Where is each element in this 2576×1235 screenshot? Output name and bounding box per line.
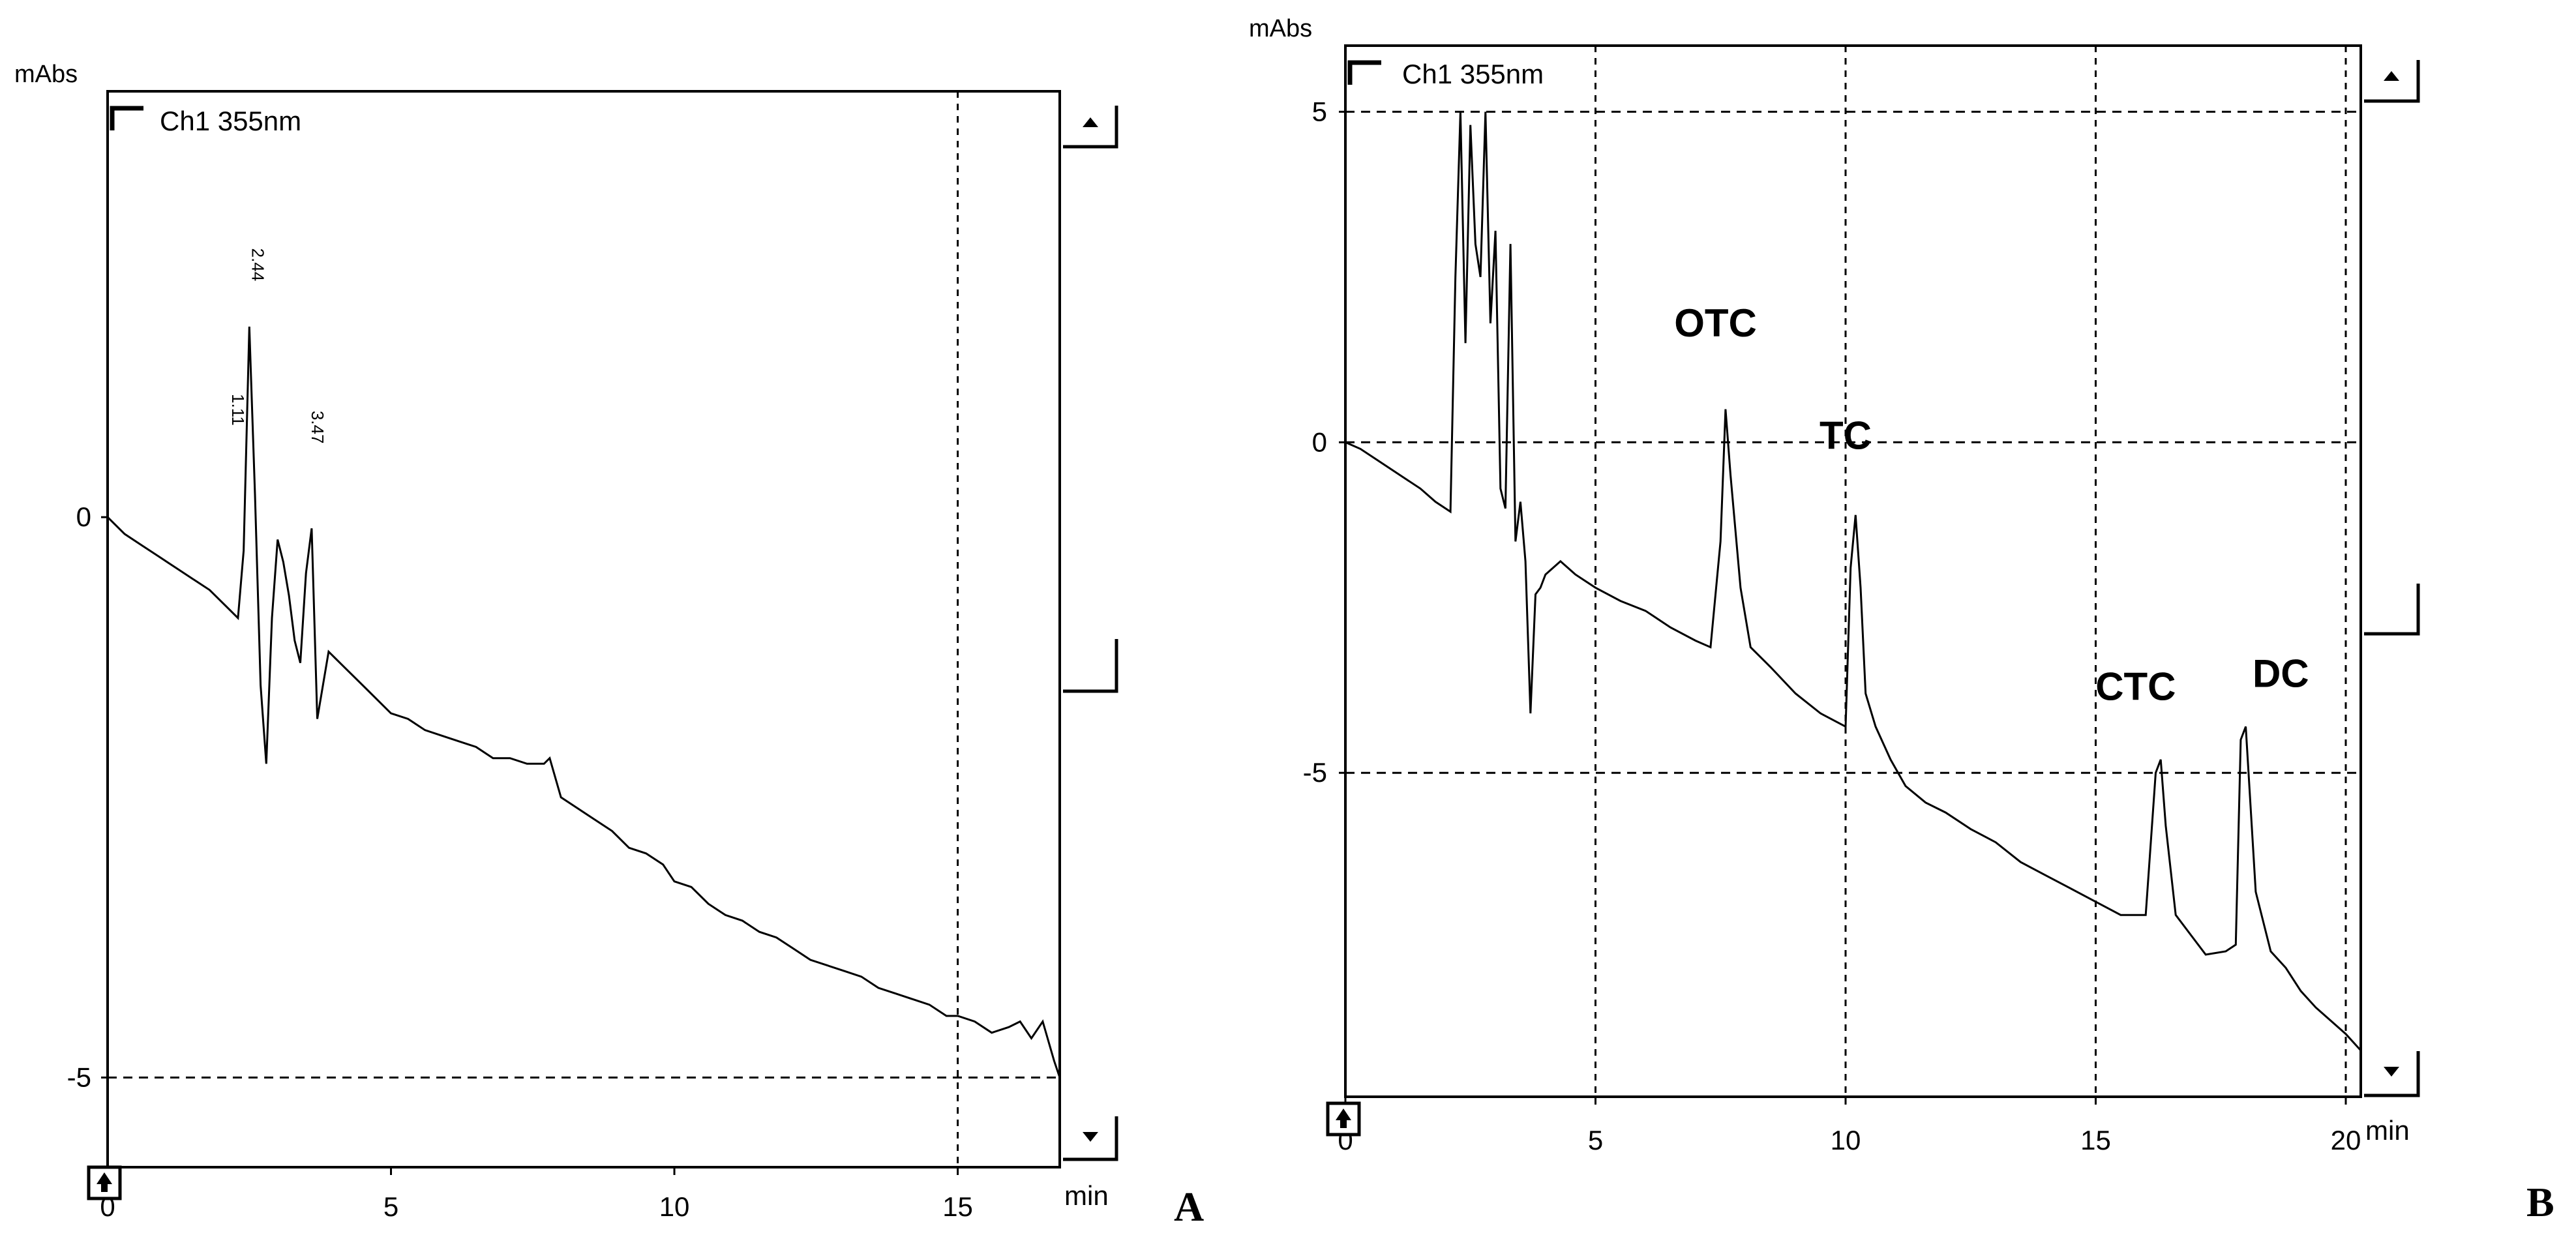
grid-lines [108,91,1060,1167]
channel-label: Ch1 355nm [160,106,301,136]
panel-a: mAbs Ch1 355nm 0 -5 0 5 10 15 min 1.11 2.44 3.… [14,61,1204,1230]
y-tick-label: 0 [76,501,91,532]
peak-label: 3.47 [308,411,327,444]
peak-labels: 1.11 2.44 3.47 [228,248,327,444]
panel-label: A [1174,1183,1204,1230]
panel-b: mAbs Ch1 355nm 5 0 -5 0 5 10 15 20 min OTC TC CT… [1249,15,2554,1225]
plot-frame [106,90,1061,1168]
x-tick-labels: 0 5 10 15 [100,1167,973,1222]
y-tick-labels: 5 0 -5 [1303,96,1345,788]
scrollbar-thumb[interactable] [2364,584,2420,636]
x-tick-label: 5 [1588,1125,1603,1155]
down-arrow-icon [1083,1132,1098,1142]
y-tick-label: 5 [1312,96,1327,126]
compound-label: DC [2253,651,2309,695]
home-icon [97,1172,112,1184]
home-icon [1336,1109,1351,1120]
x-tick-label: 15 [2080,1125,2111,1155]
compound-label: OTC [1674,301,1757,345]
x-axis-label: min [1064,1180,1109,1211]
chromatogram-trace [106,326,1061,1078]
scroll-up-button[interactable] [1063,106,1118,149]
y-tick-labels: 0 -5 [67,501,108,1093]
scroll-down-button[interactable] [1063,1116,1118,1161]
peak-label: 1.11 [228,394,248,426]
channel-label: Ch1 355nm [1402,59,1544,89]
scroll-up-button[interactable] [2364,60,2420,103]
peak-annotations: OTC TC CTC DC [1674,301,2309,709]
y-axis-label: mAbs [1249,15,1312,42]
channel-marker-icon [1347,60,1381,85]
x-tick-label: 5 [383,1191,398,1222]
y-tick-label: -5 [1303,757,1327,788]
x-tick-label: 20 [2331,1125,2361,1155]
x-tick-label: 15 [942,1191,973,1222]
y-tick-label: -5 [67,1062,91,1093]
compound-label: TC [1820,413,1872,457]
y-tick-label: 0 [1312,426,1327,457]
plot-frame [1344,44,2362,1098]
x-tick-labels: 0 5 10 15 20 [1338,1097,2361,1155]
x-axis-label: min [2365,1115,2410,1146]
grid-lines [1345,46,2361,1097]
y-axis-label: mAbs [14,61,78,88]
channel-marker-icon [110,106,143,130]
compound-label: CTC [2095,665,2176,709]
x-tick-label: 10 [1831,1125,1861,1155]
scroll-down-button[interactable] [2364,1051,2420,1097]
down-arrow-icon [2384,1067,2399,1077]
up-arrow-icon [1083,117,1098,127]
up-arrow-icon [2384,71,2399,81]
scrollbar-thumb[interactable] [1063,639,1118,693]
peak-label: 2.44 [248,248,268,282]
panel-label: B [2526,1179,2554,1225]
x-tick-label: 10 [659,1191,690,1222]
home-zoom-button[interactable] [1326,1101,1361,1137]
chromatogram-trace [1345,112,2362,1052]
home-zoom-button[interactable] [87,1165,122,1200]
